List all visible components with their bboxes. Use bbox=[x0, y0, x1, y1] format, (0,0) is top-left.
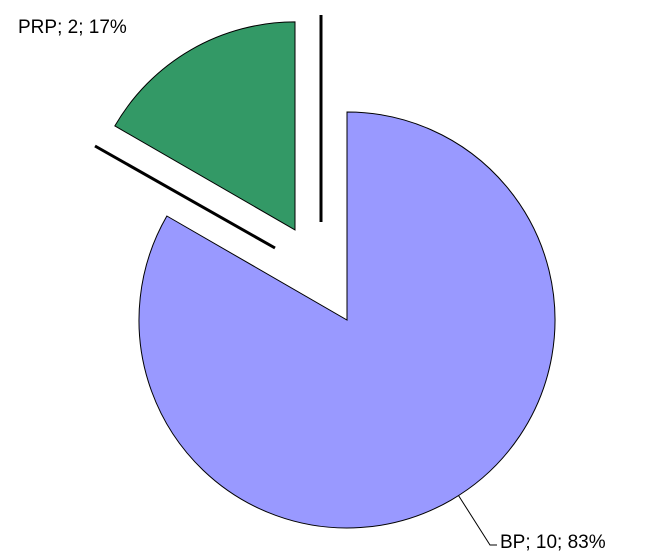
data-label: BP; 10; 83% bbox=[500, 532, 606, 553]
leader-line bbox=[454, 489, 497, 546]
pie-slice bbox=[138, 111, 556, 529]
edge-line bbox=[94, 144, 276, 250]
pie-slice bbox=[114, 21, 296, 231]
data-label: PRP; 2; 17% bbox=[18, 17, 127, 38]
